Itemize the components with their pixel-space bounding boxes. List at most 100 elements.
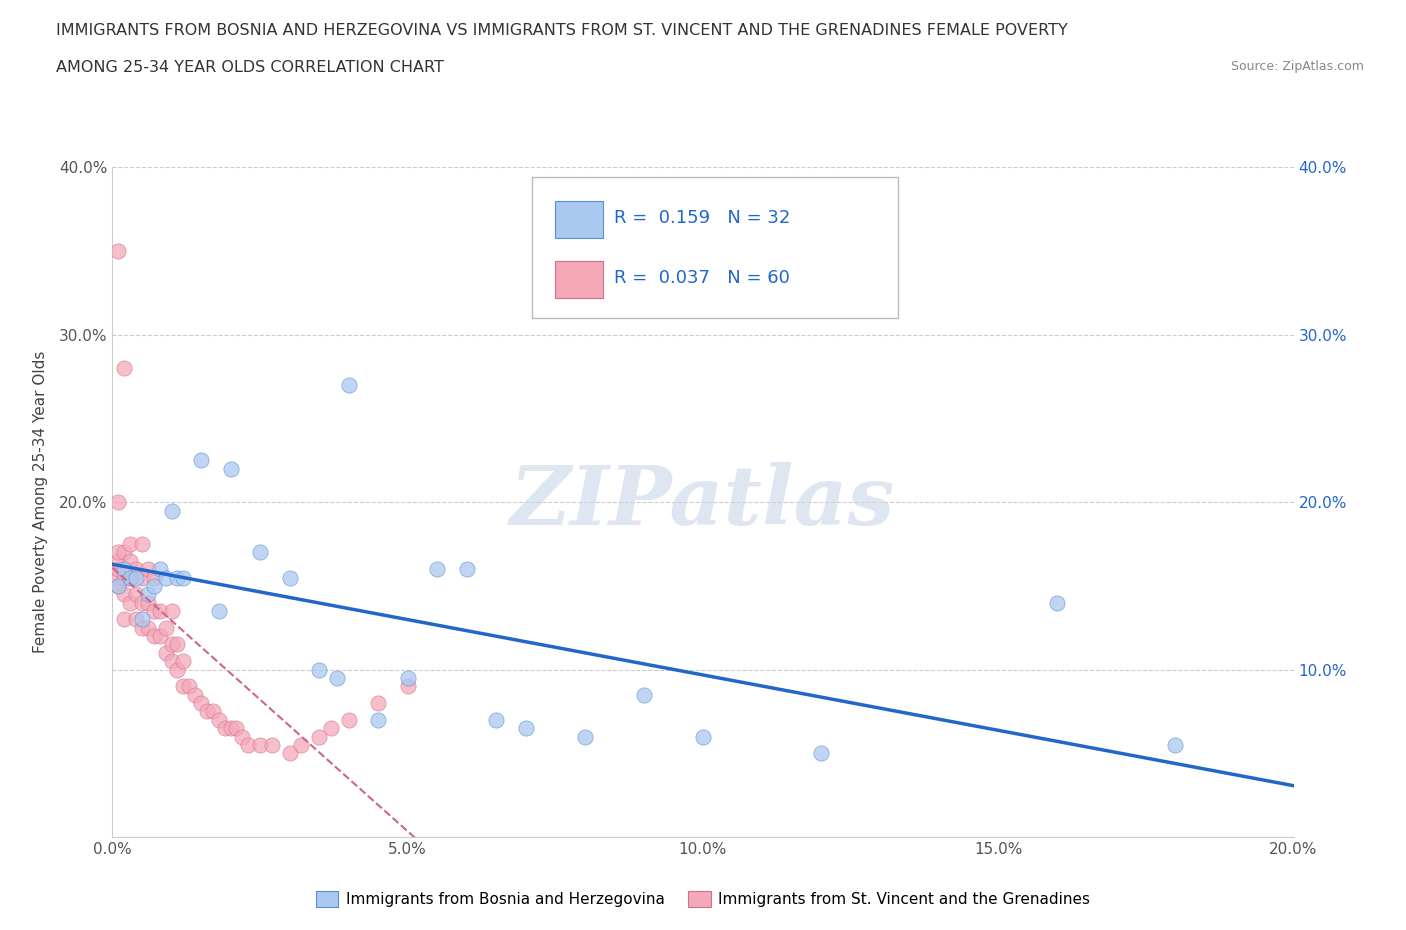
Point (142, 578, 165, 593)
Point (125, 587, 148, 602)
Point (112, 562, 135, 577)
Point (308, 662, 330, 677)
Point (231, 729, 253, 744)
Point (278, 746, 301, 761)
Point (136, 595, 159, 610)
Point (120, 537, 142, 551)
Point (131, 570, 153, 585)
Point (308, 729, 330, 744)
Text: R =  0.159   N = 32: R = 0.159 N = 32 (614, 208, 790, 227)
Point (107, 495, 129, 510)
Point (172, 570, 194, 585)
Point (112, 570, 135, 585)
Point (136, 587, 159, 602)
Point (160, 604, 183, 618)
Point (219, 721, 242, 736)
Point (131, 537, 153, 551)
Point (166, 637, 188, 652)
Point (112, 545, 135, 560)
Point (107, 570, 129, 585)
Point (149, 629, 172, 644)
Point (172, 654, 194, 669)
Point (208, 604, 231, 618)
Legend: Immigrants from Bosnia and Herzegovina, Immigrants from St. Vincent and the Gren: Immigrants from Bosnia and Herzegovina, … (309, 884, 1097, 913)
Point (515, 721, 537, 736)
FancyBboxPatch shape (531, 178, 898, 318)
Point (107, 545, 129, 560)
Point (120, 595, 142, 610)
Point (155, 645, 177, 660)
Point (120, 570, 142, 585)
Point (107, 562, 129, 577)
Text: IMMIGRANTS FROM BOSNIA AND HERZEGOVINA VS IMMIGRANTS FROM ST. VINCENT AND THE GR: IMMIGRANTS FROM BOSNIA AND HERZEGOVINA V… (56, 23, 1069, 38)
Point (107, 553, 129, 568)
Point (367, 696, 389, 711)
Point (179, 679, 201, 694)
Point (337, 378, 360, 392)
Point (249, 737, 271, 752)
Point (260, 737, 283, 752)
Point (225, 721, 247, 736)
Point (112, 361, 135, 376)
Point (214, 721, 236, 736)
Point (142, 604, 165, 618)
Point (107, 244, 129, 259)
FancyBboxPatch shape (555, 201, 603, 238)
Point (125, 562, 148, 577)
Point (112, 612, 135, 627)
Point (326, 671, 349, 685)
Point (166, 570, 188, 585)
Point (120, 570, 142, 585)
Point (201, 704, 224, 719)
Point (112, 587, 135, 602)
Point (190, 453, 212, 468)
Point (367, 712, 389, 727)
Point (426, 562, 449, 577)
Point (485, 712, 508, 727)
Text: Source: ZipAtlas.com: Source: ZipAtlas.com (1230, 60, 1364, 73)
Point (142, 629, 165, 644)
Point (633, 687, 655, 702)
Point (125, 570, 148, 585)
Point (107, 578, 129, 593)
Point (155, 570, 177, 585)
Point (219, 461, 242, 476)
Point (810, 746, 832, 761)
Point (1046, 595, 1069, 610)
Text: AMONG 25-34 YEAR OLDS CORRELATION CHART: AMONG 25-34 YEAR OLDS CORRELATION CHART (56, 60, 444, 75)
Point (131, 620, 153, 635)
Point (120, 553, 142, 568)
FancyBboxPatch shape (555, 261, 603, 298)
Point (290, 737, 312, 752)
Point (131, 595, 153, 610)
Point (195, 704, 218, 719)
Point (456, 562, 478, 577)
Point (1164, 737, 1187, 752)
Point (249, 545, 271, 560)
Point (136, 562, 159, 577)
Point (131, 612, 153, 627)
Point (160, 637, 183, 652)
Point (107, 578, 129, 593)
Point (319, 721, 342, 736)
Point (692, 729, 714, 744)
Text: R =  0.037   N = 60: R = 0.037 N = 60 (614, 269, 790, 286)
Point (172, 679, 194, 694)
Point (337, 712, 360, 727)
Point (238, 737, 260, 752)
Point (184, 687, 207, 702)
Point (149, 562, 172, 577)
Point (574, 729, 596, 744)
Point (160, 503, 183, 518)
Point (125, 612, 148, 627)
Point (208, 712, 231, 727)
Point (142, 570, 165, 585)
Y-axis label: Female Poverty Among 25-34 Year Olds: Female Poverty Among 25-34 Year Olds (32, 351, 48, 654)
Text: ZIPatlas: ZIPatlas (510, 462, 896, 542)
Point (190, 696, 212, 711)
Point (166, 662, 188, 677)
Point (155, 620, 177, 635)
Point (136, 620, 159, 635)
Point (396, 671, 419, 685)
Point (396, 679, 419, 694)
